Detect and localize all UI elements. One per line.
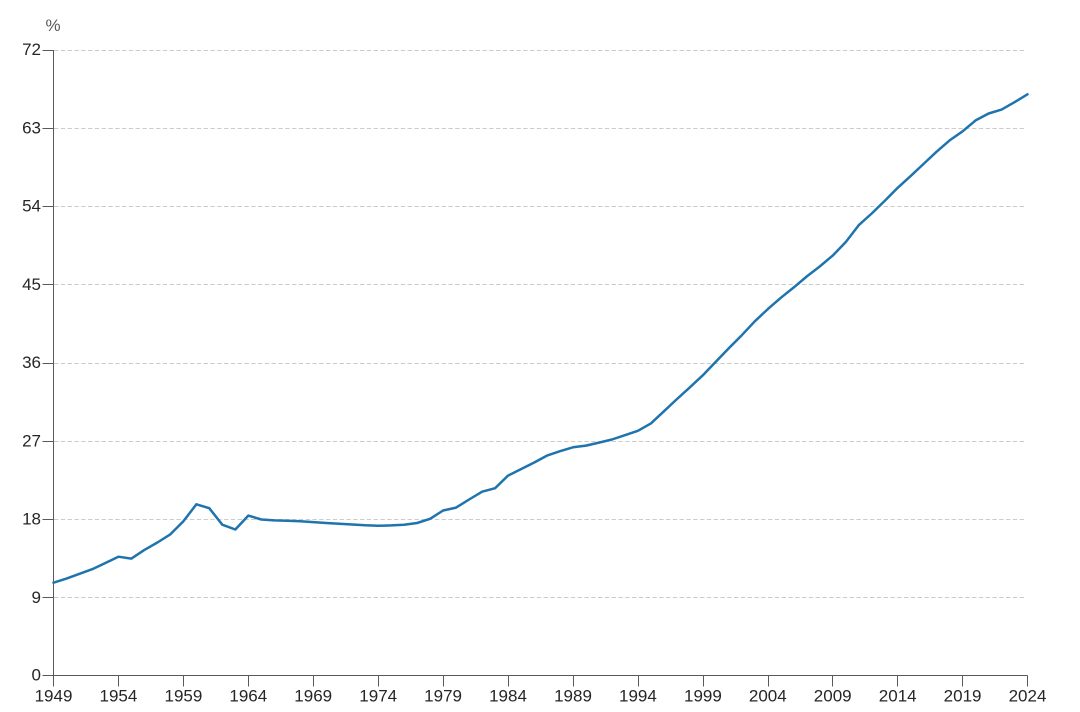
svg-text:72: 72	[22, 40, 41, 59]
svg-text:%: %	[45, 16, 60, 35]
svg-text:1969: 1969	[294, 687, 332, 706]
svg-text:1994: 1994	[619, 687, 657, 706]
svg-text:1949: 1949	[35, 687, 73, 706]
svg-text:54: 54	[22, 197, 41, 216]
svg-text:2019: 2019	[944, 687, 982, 706]
svg-text:2014: 2014	[879, 687, 917, 706]
svg-text:63: 63	[22, 118, 41, 137]
svg-text:0: 0	[32, 666, 41, 685]
svg-text:36: 36	[22, 353, 41, 372]
svg-text:1964: 1964	[229, 687, 267, 706]
svg-text:1999: 1999	[684, 687, 722, 706]
svg-text:2024: 2024	[1009, 687, 1047, 706]
svg-text:1979: 1979	[424, 687, 462, 706]
svg-text:45: 45	[22, 275, 41, 294]
svg-text:18: 18	[22, 510, 41, 529]
svg-text:1954: 1954	[99, 687, 137, 706]
svg-text:1984: 1984	[489, 687, 527, 706]
svg-text:1959: 1959	[164, 687, 202, 706]
svg-text:2009: 2009	[814, 687, 852, 706]
svg-text:1989: 1989	[554, 687, 592, 706]
svg-text:1974: 1974	[359, 687, 397, 706]
svg-text:27: 27	[22, 431, 41, 450]
svg-text:9: 9	[32, 588, 41, 607]
svg-text:2004: 2004	[749, 687, 787, 706]
